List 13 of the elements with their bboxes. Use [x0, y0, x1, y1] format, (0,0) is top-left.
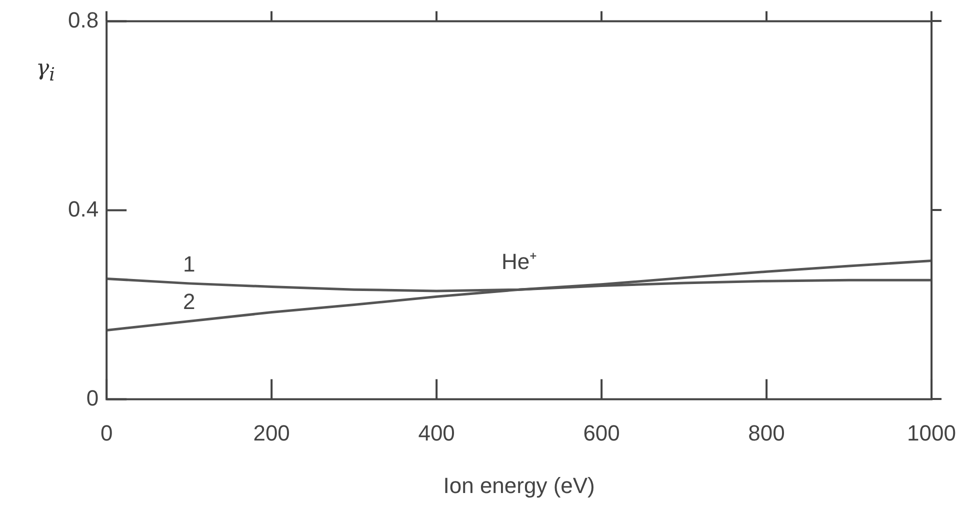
- y-axis-title: γ$_{i}$: [36, 56, 56, 86]
- y-tick-label: 0.4: [68, 196, 99, 222]
- series-label: 2: [182, 289, 196, 314]
- x-tick-label: 800: [748, 420, 785, 446]
- series-label: 1: [182, 251, 196, 276]
- annotation: He⁺: [501, 248, 537, 274]
- y-tick-label: 0.8: [68, 7, 99, 32]
- x-axis-title: Ion energy (eV): [443, 472, 595, 498]
- x-tick-label: 200: [253, 420, 290, 446]
- x-tick-label: 1000: [907, 420, 956, 446]
- y-tick-label: 0: [86, 385, 99, 410]
- x-tick-label: 600: [583, 420, 620, 446]
- x-tick-label: 400: [418, 420, 455, 446]
